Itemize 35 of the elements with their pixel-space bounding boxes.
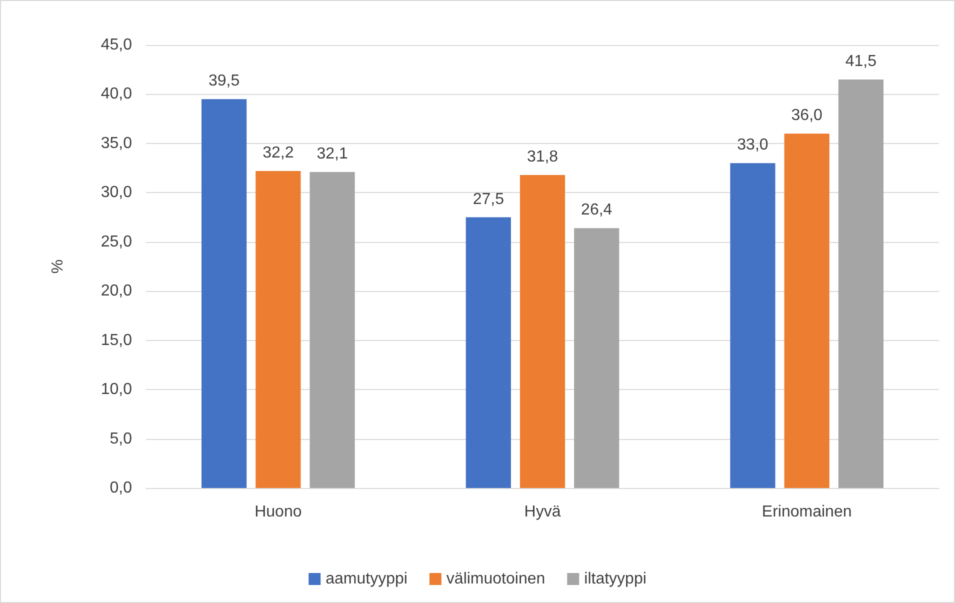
data-label: 32,1 [316, 145, 348, 162]
y-tick-label: 30,0 [100, 184, 132, 202]
bar [574, 228, 620, 488]
bar [202, 99, 247, 488]
legend-label: aamutyyppi [326, 570, 408, 588]
y-tick-label: 40,0 [100, 86, 132, 103]
data-label: 33,0 [737, 136, 768, 154]
bar [256, 171, 301, 488]
data-label: 32,2 [262, 144, 294, 162]
legend-label: välimuotoinen [446, 570, 546, 588]
x-tick-label: Erinomainen [762, 504, 852, 520]
y-axis-title: % [50, 259, 66, 274]
bar [784, 134, 830, 488]
data-label: 41,5 [845, 52, 877, 70]
y-tick-label: 5,0 [110, 430, 132, 448]
y-tick-label: 25,0 [100, 233, 132, 250]
bar [838, 79, 884, 488]
bar [466, 217, 511, 488]
y-tick-label: 45,0 [100, 36, 132, 54]
data-label: 26,4 [581, 202, 612, 219]
y-tick-label: 10,0 [100, 381, 132, 398]
data-label: 39,5 [208, 72, 240, 90]
bar [310, 172, 355, 488]
y-tick-label: 0,0 [110, 480, 132, 496]
x-tick-label: Huono [254, 504, 302, 520]
x-tick-label: Hyvä [524, 504, 561, 520]
y-tick-label: 20,0 [100, 282, 132, 300]
data-label: 27,5 [472, 190, 504, 208]
legend-label: iltatyyppi [584, 570, 646, 588]
data-label: 31,8 [526, 148, 558, 166]
bar [520, 174, 566, 488]
bar [730, 163, 776, 488]
y-tick-label: 35,0 [100, 134, 132, 152]
y-tick-label: 15,0 [100, 332, 132, 349]
data-label: 36,0 [791, 107, 823, 124]
